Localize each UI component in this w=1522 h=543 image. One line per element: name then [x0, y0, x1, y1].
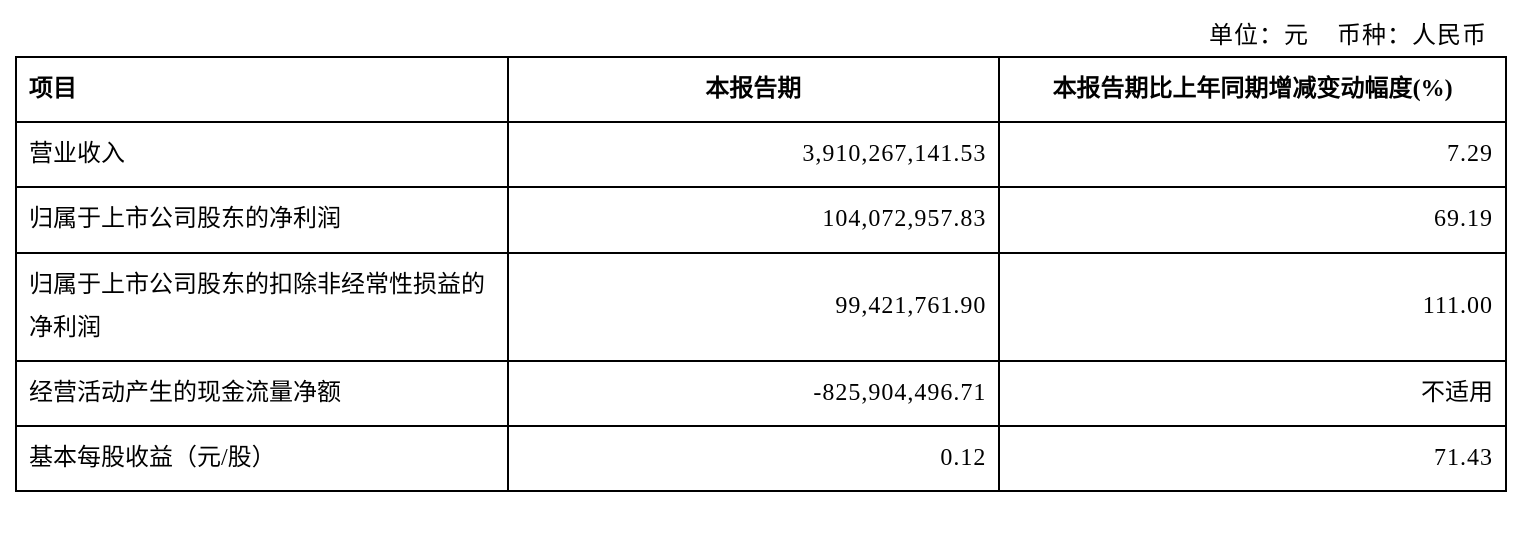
- cell-value: -825,904,496.71: [508, 361, 1000, 426]
- table-row: 经营活动产生的现金流量净额 -825,904,496.71 不适用: [16, 361, 1506, 426]
- cell-item: 归属于上市公司股东的净利润: [16, 187, 508, 252]
- table-row: 归属于上市公司股东的扣除非经常性损益的净利润 99,421,761.90 111…: [16, 253, 1506, 361]
- header-value: 本报告期: [508, 57, 1000, 122]
- cell-value: 0.12: [508, 426, 1000, 491]
- table-row: 归属于上市公司股东的净利润 104,072,957.83 69.19: [16, 187, 1506, 252]
- cell-change: 不适用: [999, 361, 1506, 426]
- cell-item: 经营活动产生的现金流量净额: [16, 361, 508, 426]
- cell-item: 营业收入: [16, 122, 508, 187]
- cell-change: 71.43: [999, 426, 1506, 491]
- cell-item: 基本每股收益（元/股）: [16, 426, 508, 491]
- cell-item: 归属于上市公司股东的扣除非经常性损益的净利润: [16, 253, 508, 361]
- cell-value: 3,910,267,141.53: [508, 122, 1000, 187]
- financial-table: 项目 本报告期 本报告期比上年同期增减变动幅度(%) 营业收入 3,910,26…: [15, 56, 1507, 492]
- table-header-row: 项目 本报告期 本报告期比上年同期增减变动幅度(%): [16, 57, 1506, 122]
- cell-change: 7.29: [999, 122, 1506, 187]
- header-item: 项目: [16, 57, 508, 122]
- cell-value: 99,421,761.90: [508, 253, 1000, 361]
- table-caption: 单位：元 币种：人民币: [15, 15, 1507, 50]
- unit-label: 单位：元: [1209, 23, 1309, 49]
- cell-change: 111.00: [999, 253, 1506, 361]
- table-row: 基本每股收益（元/股） 0.12 71.43: [16, 426, 1506, 491]
- cell-change: 69.19: [999, 187, 1506, 252]
- cell-value: 104,072,957.83: [508, 187, 1000, 252]
- table-row: 营业收入 3,910,267,141.53 7.29: [16, 122, 1506, 187]
- currency-label: 币种：人民币: [1337, 23, 1487, 49]
- header-change: 本报告期比上年同期增减变动幅度(%): [999, 57, 1506, 122]
